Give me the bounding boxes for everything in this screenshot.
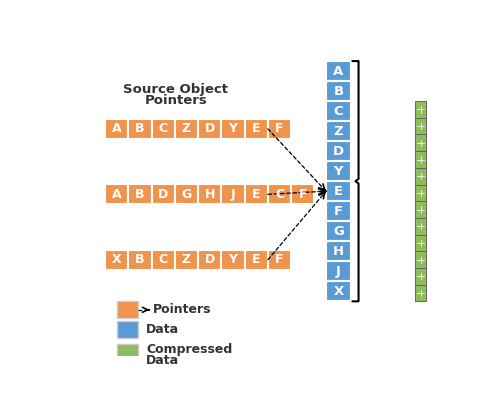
Text: Y: Y [228,122,237,135]
Text: B: B [135,188,145,201]
FancyBboxPatch shape [326,221,351,241]
FancyBboxPatch shape [244,250,268,270]
FancyBboxPatch shape [415,251,426,268]
FancyBboxPatch shape [326,81,351,101]
Text: H: H [204,188,215,201]
FancyBboxPatch shape [326,121,351,141]
FancyBboxPatch shape [198,250,222,270]
Text: B: B [334,85,344,98]
Text: Compressed: Compressed [146,343,233,356]
Text: Data: Data [146,323,180,336]
Text: J: J [336,265,341,278]
FancyBboxPatch shape [105,119,128,139]
FancyBboxPatch shape [326,161,351,181]
FancyBboxPatch shape [222,184,244,204]
FancyBboxPatch shape [326,101,351,121]
FancyBboxPatch shape [105,184,128,204]
Text: B: B [135,122,145,135]
Text: Pointers: Pointers [144,94,207,106]
Text: A: A [334,64,344,78]
FancyBboxPatch shape [268,250,291,270]
Text: C: C [275,188,284,201]
FancyBboxPatch shape [175,250,198,270]
Text: A: A [112,188,122,201]
FancyBboxPatch shape [128,250,152,270]
FancyBboxPatch shape [326,181,351,201]
FancyBboxPatch shape [175,184,198,204]
FancyBboxPatch shape [326,141,351,161]
Text: H: H [333,245,344,258]
Text: Y: Y [228,253,237,266]
Text: A: A [112,122,122,135]
FancyBboxPatch shape [326,201,351,221]
FancyBboxPatch shape [117,321,138,338]
Text: F: F [298,188,307,201]
Text: Z: Z [334,125,343,138]
Text: G: G [333,225,344,238]
Text: G: G [182,188,192,201]
FancyBboxPatch shape [415,118,426,134]
FancyBboxPatch shape [222,250,244,270]
FancyBboxPatch shape [415,285,426,301]
Text: D: D [158,188,168,201]
FancyBboxPatch shape [117,344,138,361]
FancyBboxPatch shape [222,119,244,139]
FancyBboxPatch shape [291,184,314,204]
Text: E: E [252,122,260,135]
Text: E: E [252,253,260,266]
FancyBboxPatch shape [198,119,222,139]
Text: F: F [275,253,284,266]
FancyBboxPatch shape [268,184,291,204]
Text: Data: Data [146,354,180,367]
Text: X: X [112,253,122,266]
Text: Pointers: Pointers [152,303,211,316]
FancyBboxPatch shape [198,184,222,204]
FancyBboxPatch shape [152,184,175,204]
FancyBboxPatch shape [326,61,351,81]
Text: E: E [252,188,260,201]
FancyBboxPatch shape [415,101,426,118]
Text: D: D [333,145,344,158]
Text: F: F [275,122,284,135]
Text: D: D [204,253,215,266]
Text: C: C [158,253,168,266]
FancyBboxPatch shape [326,261,351,281]
FancyBboxPatch shape [175,119,198,139]
FancyBboxPatch shape [117,301,138,318]
FancyBboxPatch shape [415,134,426,151]
FancyBboxPatch shape [128,119,152,139]
FancyBboxPatch shape [415,168,426,184]
FancyBboxPatch shape [415,268,426,285]
FancyBboxPatch shape [415,218,426,234]
Text: E: E [334,185,343,198]
FancyBboxPatch shape [326,241,351,261]
Text: Y: Y [334,165,343,178]
Text: B: B [135,253,145,266]
FancyBboxPatch shape [105,250,128,270]
Text: F: F [334,205,343,218]
Text: J: J [230,188,235,201]
Text: D: D [204,122,215,135]
FancyBboxPatch shape [326,281,351,301]
FancyBboxPatch shape [415,184,426,201]
FancyBboxPatch shape [128,184,152,204]
FancyBboxPatch shape [244,119,268,139]
FancyBboxPatch shape [415,201,426,218]
Text: X: X [334,285,344,298]
FancyBboxPatch shape [415,151,426,168]
Text: Z: Z [182,122,191,135]
Text: Z: Z [182,253,191,266]
Text: C: C [334,105,343,118]
Text: C: C [158,122,168,135]
FancyBboxPatch shape [268,119,291,139]
FancyBboxPatch shape [152,250,175,270]
Text: Source Object: Source Object [124,83,228,96]
FancyBboxPatch shape [152,119,175,139]
FancyBboxPatch shape [244,184,268,204]
FancyBboxPatch shape [415,234,426,251]
